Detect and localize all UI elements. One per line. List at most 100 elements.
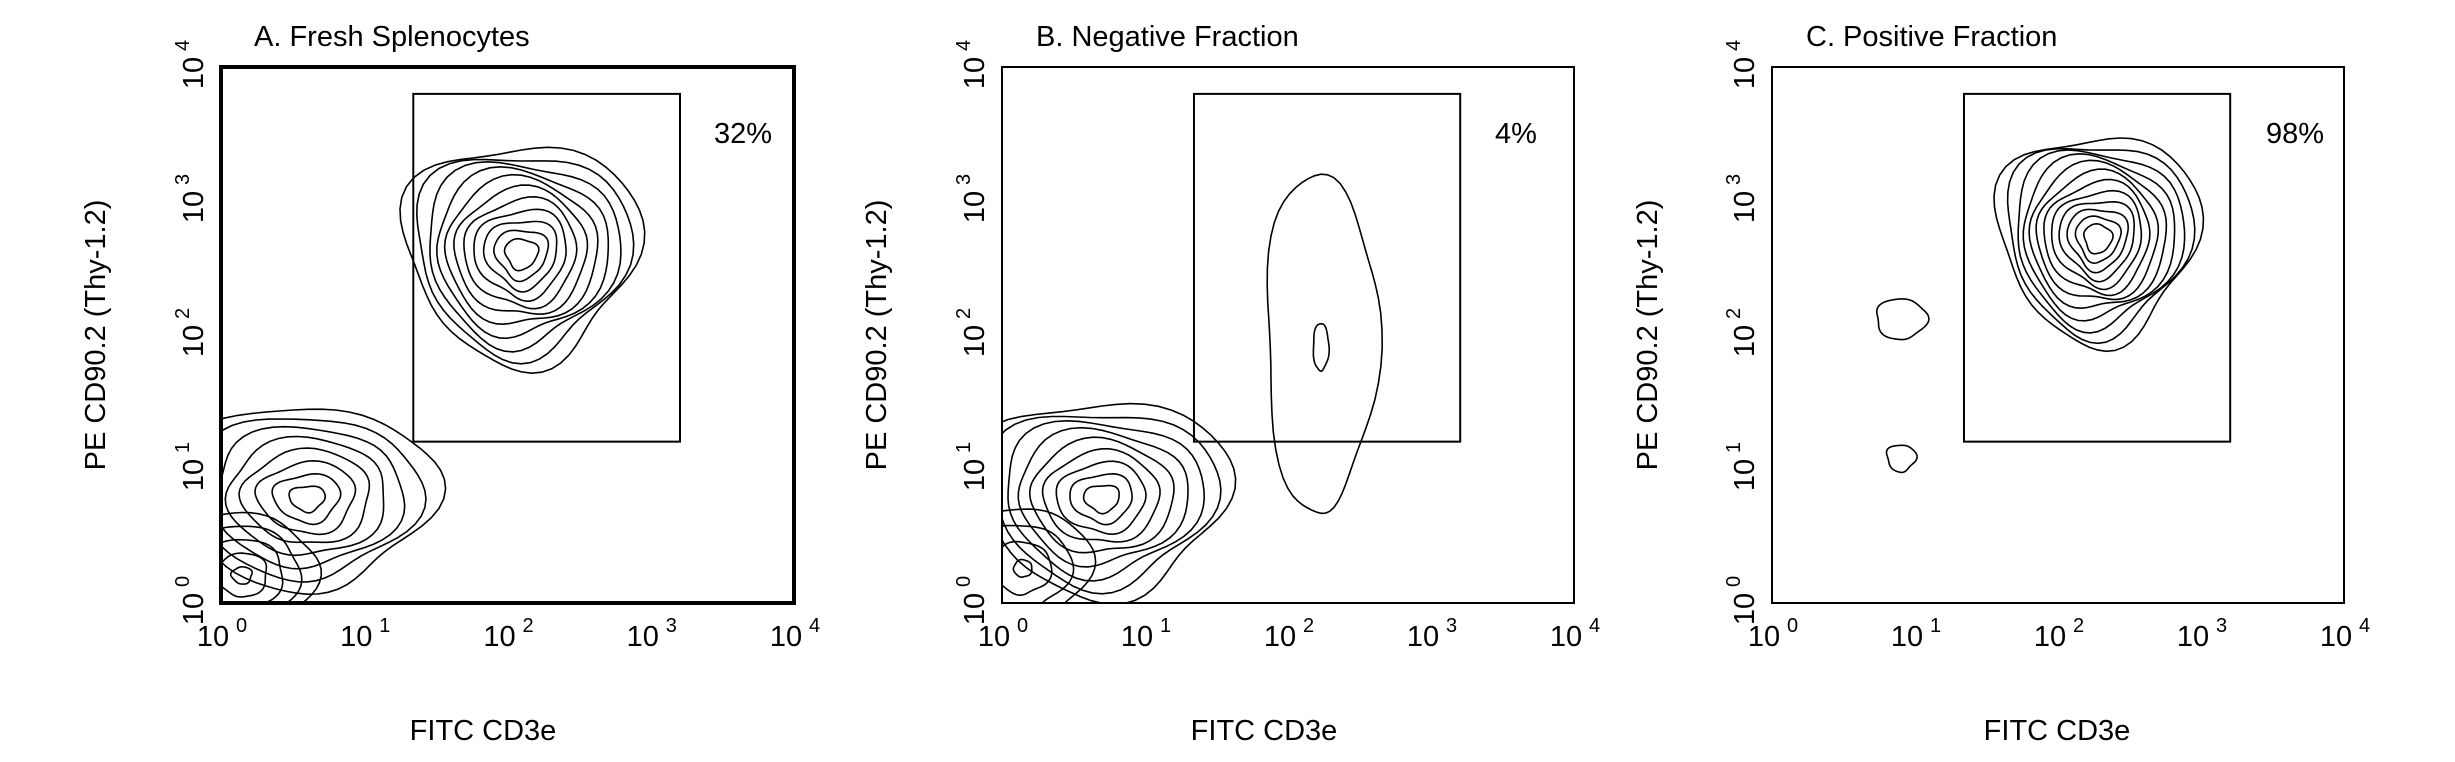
x-tick-label: 10: [978, 621, 1010, 653]
plot-frame: [219, 65, 796, 605]
x-tick-label: 10: [2177, 621, 2209, 653]
y-tick-label: 10: [1729, 593, 1761, 625]
panel-title: C. Positive Fraction: [1806, 21, 2057, 53]
contour-line: [429, 160, 622, 353]
y-tick-exponent: 1: [953, 442, 975, 453]
contour-line: [221, 552, 268, 598]
y-tick-exponent: 2: [1723, 308, 1745, 319]
contour-line: [2043, 178, 2151, 297]
contour-line: [271, 472, 342, 526]
x-tick-exponent: 4: [809, 615, 820, 637]
y-tick-exponent: 0: [953, 576, 975, 587]
contour-line: [2006, 148, 2196, 345]
contour-line: [463, 195, 578, 310]
contour-line: [1875, 298, 1930, 341]
contour-line: [221, 425, 406, 570]
contour-line: [415, 158, 635, 365]
panel-title: B. Negative Fraction: [1036, 21, 1299, 53]
x-tick-label: 10: [1748, 621, 1780, 653]
y-tick-exponent: 4: [172, 40, 194, 51]
y-tick-labels: 10 0 10 1 10 2 10 3 10 4: [172, 40, 210, 625]
contour-line: [288, 485, 326, 514]
y-tick-exponent: 0: [1723, 576, 1745, 587]
contour-line: [503, 237, 540, 272]
contour-line: [1028, 436, 1175, 554]
x-tick-exponent: 2: [523, 615, 534, 637]
gate-percent: 98%: [2266, 118, 2324, 150]
x-tick-exponent: 1: [379, 615, 390, 637]
contour-line: [1069, 472, 1133, 526]
y-tick-label: 10: [1729, 57, 1761, 89]
x-axis-label: FITC CD3e: [1984, 715, 2131, 747]
x-tick-exponent: 2: [1303, 615, 1314, 637]
x-tick-label: 10: [770, 621, 802, 653]
contour-line: [2050, 189, 2143, 291]
y-tick-label: 10: [1729, 191, 1761, 223]
x-tick-exponent: 3: [2216, 615, 2227, 637]
y-tick-label: 10: [959, 325, 991, 357]
y-tick-label: 10: [1729, 459, 1761, 491]
y-tick-exponent: 1: [1723, 442, 1745, 453]
contour-line: [1002, 508, 1097, 603]
gate-rectangle: [1962, 92, 2232, 443]
panel-title: A. Fresh Splenocytes: [254, 21, 530, 53]
contour-line: [482, 220, 558, 293]
contour-line: [436, 165, 610, 340]
y-tick-label: 10: [959, 459, 991, 491]
x-tick-label: 10: [1121, 621, 1153, 653]
plot-frame: [1771, 66, 2345, 604]
y-axis-label: PE CD90.2 (Thy-1.2): [1632, 200, 1664, 471]
y-tick-exponent: 4: [953, 40, 975, 51]
x-tick-label: 10: [1550, 621, 1582, 653]
contour-line: [399, 146, 646, 375]
contour-line: [443, 173, 599, 326]
x-tick-exponent: 0: [1787, 615, 1798, 637]
y-tick-labels: 10 0 10 1 10 2 10 3 10 4: [953, 40, 991, 625]
contour-line: [221, 511, 323, 603]
contour-line: [2017, 149, 2186, 334]
x-tick-exponent: 0: [236, 615, 247, 637]
y-tick-label: 10: [959, 57, 991, 89]
x-tick-exponent: 3: [666, 615, 677, 637]
y-tick-label: 10: [178, 593, 210, 625]
gate-percent: 32%: [714, 118, 772, 150]
contour-line: [1017, 426, 1189, 568]
contour-line: [221, 525, 303, 603]
y-tick-exponent: 2: [953, 308, 975, 319]
contour-line: [221, 538, 284, 603]
contour-plot: [1002, 173, 1384, 603]
y-tick-label: 10: [178, 325, 210, 357]
contour-line: [1312, 323, 1330, 373]
contour-line: [1002, 540, 1053, 597]
contour-plot: [221, 146, 646, 603]
x-tick-label: 10: [197, 621, 229, 653]
plot-frame: [1001, 66, 1575, 604]
contour-line: [2058, 200, 2136, 283]
contour-line: [1266, 173, 1384, 515]
contour-line: [2066, 208, 2130, 274]
contour-line: [1002, 402, 1237, 603]
x-tick-label: 10: [2034, 621, 2066, 653]
x-tick-label: 10: [627, 621, 659, 653]
contour-line: [2035, 168, 2160, 301]
x-tick-exponent: 4: [1589, 615, 1600, 637]
contour-line: [493, 229, 550, 283]
y-tick-exponent: 3: [172, 174, 194, 185]
x-tick-exponent: 0: [1017, 615, 1028, 637]
panel-b: B. Negative Fraction 4% FITC CD3e PE CD9…: [861, 21, 1600, 747]
y-tick-labels: 10 0 10 1 10 2 10 3 10 4: [1723, 40, 1761, 625]
contour-line: [1082, 484, 1120, 515]
contour-line: [229, 566, 253, 585]
x-tick-exponent: 4: [2359, 615, 2370, 637]
y-tick-label: 10: [1729, 325, 1761, 357]
panel-c: C. Positive Fraction 98% FITC CD3e PE CD…: [1632, 21, 2370, 747]
x-tick-labels: 10 0 10 1 10 2 10 3 10 4: [978, 615, 1600, 653]
x-tick-exponent: 2: [2073, 615, 2084, 637]
x-tick-labels: 10 0 10 1 10 2 10 3 10 4: [1748, 615, 2370, 653]
contour-line: [1002, 415, 1222, 595]
x-tick-label: 10: [1407, 621, 1439, 653]
x-tick-exponent: 1: [1930, 615, 1941, 637]
y-tick-exponent: 0: [172, 576, 194, 587]
x-tick-exponent: 1: [1160, 615, 1171, 637]
contour-plot: [1875, 137, 2205, 474]
